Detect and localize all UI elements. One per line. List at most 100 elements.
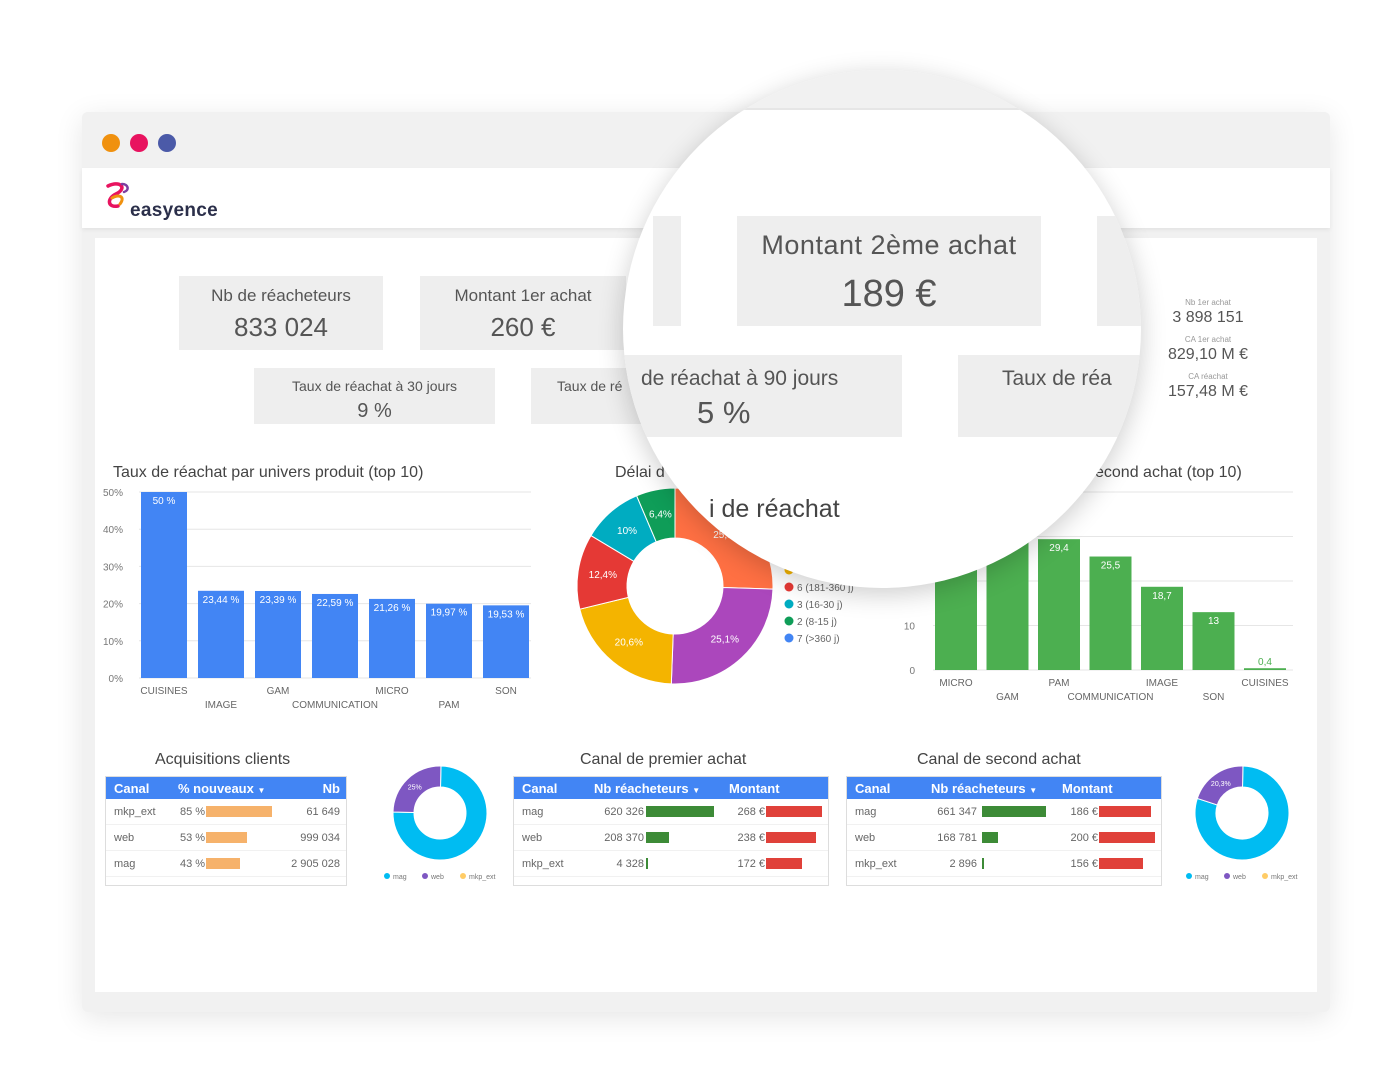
legend-marker	[1262, 873, 1268, 879]
col-label: Nb réacheteurs	[931, 781, 1026, 796]
y-tick-label: 10	[904, 622, 916, 633]
cell-montant: 186 €	[1070, 806, 1098, 818]
donut-slice[interactable]	[1196, 765, 1244, 806]
brand-name: easyence	[130, 200, 218, 221]
bar[interactable]	[1192, 612, 1235, 670]
col-nb-reacheteurs[interactable]: Nb réacheteurs ▼	[594, 781, 700, 796]
col-montant[interactable]: Montant	[1062, 781, 1113, 796]
bar[interactable]	[426, 603, 472, 678]
table-row[interactable]: mkp_ext 85 % 61 649	[106, 799, 346, 825]
window-dot-blue[interactable]	[158, 134, 176, 152]
cell-montant: 238 €	[737, 832, 765, 844]
cell-nb-reacheteurs: 661 347	[937, 806, 977, 818]
col-montant[interactable]: Montant	[729, 781, 780, 796]
donut-slice[interactable]	[579, 596, 674, 685]
table-header: Canal Nb réacheteurs ▼ Montant	[514, 777, 828, 799]
donut-slice[interactable]	[635, 488, 676, 543]
sort-down-icon: ▼	[692, 786, 701, 795]
metric-label: CA 1er achat	[1184, 335, 1232, 344]
table-row[interactable]: web 53 % 999 034	[106, 825, 346, 851]
window-dot-orange[interactable]	[102, 134, 120, 152]
bar-data-label: 18,7	[1152, 591, 1172, 602]
legend-label: 3 (16-30 j)	[797, 600, 843, 611]
table-row[interactable]: web 208 370 238 €	[514, 825, 828, 851]
metric-ca-reachat: CA réachat 157,48 M €	[1163, 372, 1253, 401]
cell-montant: 156 €	[1070, 858, 1098, 870]
cell-canal: mkp_ext	[114, 806, 156, 818]
donut-slice[interactable]	[670, 586, 774, 685]
kpi-taux-30-jours: Taux de réachat à 30 jours 9 %	[254, 368, 495, 424]
montant-bar	[1099, 832, 1155, 843]
legend-label: 6 (181-360 j)	[797, 583, 854, 594]
table-row[interactable]: mag 620 326 268 €	[514, 799, 828, 825]
dashboard-canvas: Nb de réacheteurs 833 024 Montant 1er ac…	[95, 238, 1317, 992]
cell-canal: mkp_ext	[855, 858, 897, 870]
nb-bar	[646, 832, 669, 843]
col-canal[interactable]: Canal	[522, 781, 558, 796]
legend-marker	[460, 873, 466, 879]
magnified-chart-title: i de réachat	[709, 495, 840, 523]
table-row[interactable]: mag 43 % 2 905 028	[106, 851, 346, 877]
kpi-montant-1er-achat: Montant 1er achat 260 €	[420, 276, 626, 350]
legend-marker	[784, 616, 794, 626]
bar[interactable]	[1038, 539, 1080, 670]
legend-label: 7 (>360 j)	[797, 634, 840, 645]
kpi-value: 260 €	[490, 312, 556, 342]
magnified-kpi-left-edge	[653, 216, 681, 326]
legend-marker	[784, 599, 794, 609]
table-row[interactable]: mkp_ext 4 328 172 €	[514, 851, 828, 877]
donut-slice[interactable]	[392, 765, 442, 813]
montant-bar	[766, 806, 822, 817]
cell-nb: 999 034	[300, 832, 340, 844]
col-canal[interactable]: Canal	[114, 781, 150, 796]
x-tick-label: IMAGE	[205, 700, 238, 711]
montant-bar	[1099, 858, 1143, 869]
donut-slice[interactable]	[1194, 765, 1290, 861]
bar[interactable]	[369, 598, 415, 678]
kpi-value: 833 024	[234, 312, 328, 342]
x-tick-label: SON	[1203, 692, 1225, 703]
table-row[interactable]: web 168 781 200 €	[847, 825, 1161, 851]
donut-slice[interactable]	[392, 765, 488, 861]
kpi-label: de réachat à 90 jours	[641, 367, 839, 390]
cell-canal: mkp_ext	[522, 858, 564, 870]
bar[interactable]	[141, 492, 187, 678]
canal-premier-table: Canal Nb réacheteurs ▼ Montant mag 620 32…	[513, 776, 829, 886]
chart-univers-produit: 50% 40% 30% 20% 10% 0% 50 % CUISINES 23,44 % IMAG…	[103, 488, 531, 711]
slice-label: 6,4%	[649, 509, 672, 520]
cell-canal: mag	[114, 858, 136, 870]
montant-bar	[1099, 806, 1152, 817]
slice-label: 25%	[408, 785, 422, 792]
col-canal[interactable]: Canal	[855, 781, 891, 796]
bar[interactable]	[1244, 668, 1286, 670]
bar[interactable]	[1089, 556, 1132, 670]
magnified-divider	[623, 108, 1141, 110]
x-tick-label: PAM	[439, 700, 460, 711]
bar[interactable]	[483, 605, 529, 678]
x-tick-label: COMMUNICATION	[1068, 692, 1154, 703]
cell-nb: 61 649	[306, 806, 340, 818]
chart-delai-title: Délai d	[615, 464, 665, 481]
bar-data-label: 19,53 %	[488, 609, 525, 620]
table-row[interactable]: mag 661 347 186 €	[847, 799, 1161, 825]
magnified-titlebar	[623, 70, 1141, 108]
col-pct-nouveaux[interactable]: % nouveaux ▼	[178, 781, 265, 796]
kpi-label: Taux de ré	[557, 378, 623, 394]
legend-label: mag	[393, 874, 407, 881]
cell-pct-nouveaux: 43 %	[180, 858, 206, 870]
bar-data-label: 13	[1208, 616, 1220, 627]
window-dot-pink[interactable]	[130, 134, 148, 152]
metric-value: 3 898 151	[1172, 309, 1244, 326]
bar[interactable]	[198, 590, 244, 678]
col-nb[interactable]: Nb	[322, 781, 340, 796]
table-row[interactable]: mkp_ext 2 896 156 €	[847, 851, 1161, 877]
legend-label: web	[1232, 874, 1246, 881]
col-nb-reacheteurs[interactable]: Nb réacheteurs ▼	[931, 781, 1037, 796]
kpi-label: Montant 1er achat	[454, 286, 592, 305]
bar[interactable]	[312, 593, 358, 678]
bar-data-label: 0,4	[1258, 657, 1272, 668]
legend-marker	[384, 873, 390, 879]
bar[interactable]	[255, 590, 301, 678]
bar[interactable]	[1141, 586, 1183, 670]
acquisitions-donut: 25% mag web mkp_ext	[384, 765, 496, 881]
